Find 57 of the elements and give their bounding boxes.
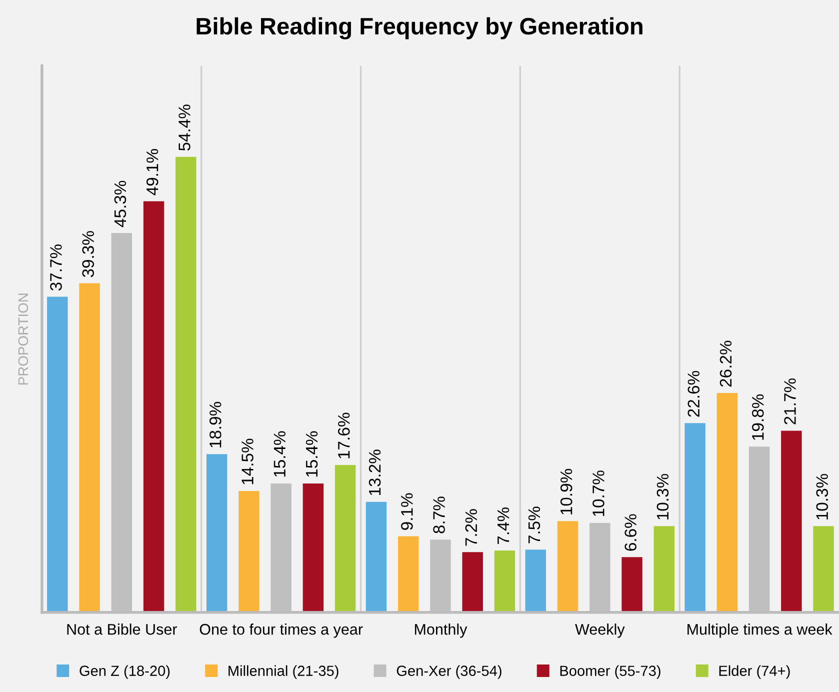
bar [238,490,260,612]
bar [622,557,642,612]
bar [494,550,516,612]
legend-label: Gen-Xer (36-54) [396,665,502,679]
data-label: 10.7% [592,470,604,516]
data-label: 7.5% [528,506,540,544]
data-label: 18.9% [209,402,222,448]
data-label: 10.3% [816,474,828,520]
x-tick-label: Multiple times a week [688,624,832,638]
data-label: 7.2% [465,509,478,546]
bar [684,423,706,612]
data-label: 15.4% [306,431,318,477]
data-label: 10.9% [560,468,572,514]
legend-label: Gen Z (18-20) [80,665,170,679]
data-label: 13.2% [368,450,381,496]
bar [462,552,483,612]
data-label: 21.7% [784,378,796,424]
data-label: 10.3% [656,474,669,520]
data-label: 17.6% [338,412,350,458]
bar [366,502,387,612]
x-tick-label: One to four times a year [200,624,363,638]
data-label: 49.1% [146,149,158,196]
data-label: 39.3% [82,231,94,278]
chart-title: Bible Reading Frequency by Generation [196,17,642,40]
bar [716,393,738,612]
x-tick-label: Monthly [414,624,468,638]
legend-label: Millennial (21-35) [228,665,338,679]
data-label: 8.7% [433,496,445,534]
data-label: 37.7% [50,244,62,291]
bar [813,526,834,612]
legend-label: Boomer (55-73) [560,665,660,679]
data-label: 7.4% [497,508,510,544]
bar [525,550,546,612]
bar [79,283,100,612]
x-tick-label: Weekly [575,624,625,638]
bar [398,536,419,612]
bar [334,465,356,612]
legend-label: Elder (74+) [719,665,790,679]
y-axis-title: PROPORTION [18,294,28,385]
data-label: 6.6% [624,514,636,551]
data-label: 54.4% [178,104,190,151]
bar [302,483,324,612]
bar [206,454,228,612]
data-label: 19.8% [752,394,764,440]
bar [654,526,674,612]
bar [176,156,196,612]
bar [557,521,578,612]
bar [781,430,802,612]
data-label: 15.4% [274,431,286,477]
bar [47,296,68,612]
data-label: 9.1% [401,493,413,530]
x-tick-label: Not a Bible User [67,624,178,635]
bar [143,201,164,612]
data-label: 14.5% [242,438,254,484]
data-label: 26.2% [720,340,732,387]
data-label: 45.3% [114,180,126,228]
data-label: 22.6% [688,370,700,417]
